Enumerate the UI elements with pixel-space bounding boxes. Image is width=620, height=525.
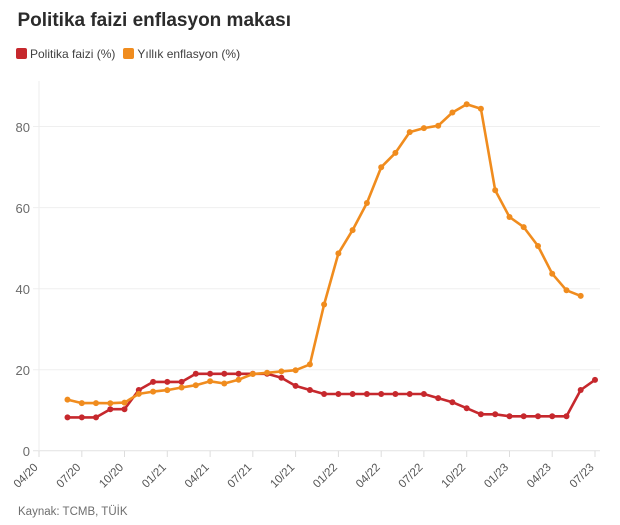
svg-text:07/23: 07/23 [568,462,597,491]
svg-text:40: 40 [16,282,30,297]
svg-text:04/23: 04/23 [525,462,554,491]
svg-text:20: 20 [16,363,30,378]
svg-text:01/22: 01/22 [311,462,340,491]
svg-text:07/20: 07/20 [55,462,84,491]
svg-text:04/20: 04/20 [12,462,41,491]
svg-text:07/21: 07/21 [226,462,255,491]
svg-text:10/20: 10/20 [97,462,126,491]
svg-text:04/22: 04/22 [354,462,383,491]
svg-text:80: 80 [16,120,30,135]
svg-text:04/21: 04/21 [183,462,212,491]
svg-text:01/23: 01/23 [482,462,511,491]
svg-text:0: 0 [23,444,30,459]
svg-text:01/21: 01/21 [140,462,169,491]
svg-text:10/21: 10/21 [268,462,297,491]
svg-text:60: 60 [16,201,30,216]
svg-text:07/22: 07/22 [397,462,426,491]
svg-text:10/22: 10/22 [439,462,468,491]
